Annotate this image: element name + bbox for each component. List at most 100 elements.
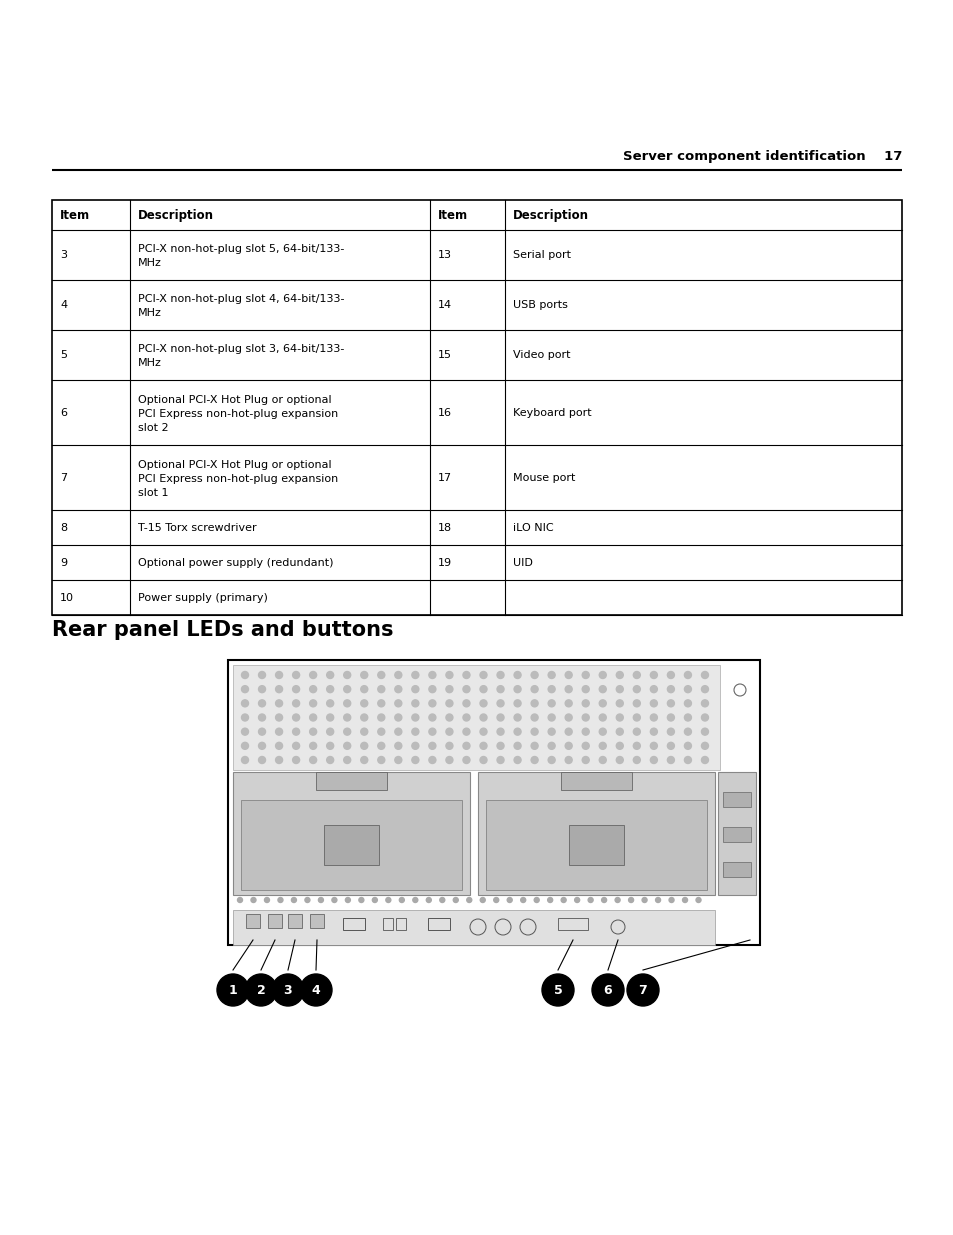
- Bar: [233, 772, 470, 895]
- Bar: [52, 200, 901, 615]
- Text: 4: 4: [312, 983, 320, 997]
- Text: iLO NIC: iLO NIC: [513, 522, 553, 532]
- Text: Optional PCI-X Hot Plug or optional: Optional PCI-X Hot Plug or optional: [138, 394, 332, 405]
- Circle shape: [310, 714, 316, 721]
- Circle shape: [462, 729, 470, 735]
- Circle shape: [439, 898, 444, 903]
- Circle shape: [668, 898, 674, 903]
- Circle shape: [360, 714, 367, 721]
- Circle shape: [681, 898, 687, 903]
- Circle shape: [650, 700, 657, 706]
- Circle shape: [241, 672, 248, 678]
- Circle shape: [531, 729, 537, 735]
- Circle shape: [395, 700, 401, 706]
- Circle shape: [598, 757, 605, 763]
- Text: USB ports: USB ports: [513, 300, 567, 310]
- Bar: [485, 800, 706, 890]
- Circle shape: [395, 685, 401, 693]
- Circle shape: [633, 757, 639, 763]
- Circle shape: [462, 700, 470, 706]
- Circle shape: [598, 714, 605, 721]
- Text: PCI-X non-hot-plug slot 3, 64-bit/133-: PCI-X non-hot-plug slot 3, 64-bit/133-: [138, 345, 344, 354]
- Circle shape: [377, 742, 384, 750]
- Circle shape: [514, 757, 520, 763]
- Circle shape: [343, 714, 351, 721]
- Circle shape: [650, 672, 657, 678]
- Circle shape: [318, 898, 323, 903]
- Circle shape: [275, 729, 282, 735]
- Circle shape: [429, 729, 436, 735]
- Circle shape: [426, 898, 431, 903]
- Circle shape: [531, 714, 537, 721]
- Circle shape: [564, 757, 572, 763]
- Text: Item: Item: [60, 209, 90, 221]
- Circle shape: [616, 685, 622, 693]
- Circle shape: [497, 672, 503, 678]
- Circle shape: [429, 742, 436, 750]
- Circle shape: [564, 672, 572, 678]
- Bar: [241, 800, 461, 890]
- Circle shape: [598, 685, 605, 693]
- Circle shape: [616, 714, 622, 721]
- Bar: [558, 918, 587, 930]
- Circle shape: [399, 898, 404, 903]
- Circle shape: [531, 757, 537, 763]
- Circle shape: [272, 974, 304, 1007]
- Circle shape: [655, 898, 659, 903]
- Circle shape: [497, 685, 503, 693]
- Circle shape: [310, 742, 316, 750]
- Circle shape: [360, 672, 367, 678]
- Circle shape: [310, 685, 316, 693]
- Circle shape: [574, 898, 579, 903]
- Circle shape: [241, 729, 248, 735]
- Circle shape: [531, 685, 537, 693]
- Circle shape: [293, 714, 299, 721]
- Circle shape: [650, 742, 657, 750]
- Circle shape: [479, 757, 486, 763]
- Text: Serial port: Serial port: [513, 249, 571, 261]
- Circle shape: [531, 742, 537, 750]
- Bar: [568, 825, 623, 866]
- Circle shape: [326, 757, 334, 763]
- Circle shape: [241, 757, 248, 763]
- Circle shape: [633, 714, 639, 721]
- Circle shape: [598, 672, 605, 678]
- Circle shape: [258, 714, 265, 721]
- Circle shape: [395, 757, 401, 763]
- Text: slot 1: slot 1: [138, 488, 169, 498]
- Text: 7: 7: [60, 473, 67, 483]
- Text: 14: 14: [437, 300, 452, 310]
- Bar: [477, 772, 714, 895]
- Circle shape: [696, 898, 700, 903]
- Circle shape: [258, 757, 265, 763]
- Circle shape: [592, 974, 623, 1007]
- Circle shape: [581, 714, 589, 721]
- Text: Description: Description: [513, 209, 588, 221]
- Circle shape: [479, 672, 486, 678]
- Circle shape: [548, 672, 555, 678]
- Circle shape: [445, 672, 453, 678]
- Circle shape: [445, 700, 453, 706]
- Circle shape: [293, 672, 299, 678]
- Circle shape: [633, 742, 639, 750]
- Text: PCI-X non-hot-plug slot 4, 64-bit/133-: PCI-X non-hot-plug slot 4, 64-bit/133-: [138, 294, 344, 304]
- Circle shape: [497, 729, 503, 735]
- Circle shape: [514, 700, 520, 706]
- Circle shape: [241, 700, 248, 706]
- Circle shape: [258, 685, 265, 693]
- Circle shape: [650, 757, 657, 763]
- Circle shape: [216, 974, 249, 1007]
- Circle shape: [237, 898, 242, 903]
- Circle shape: [377, 714, 384, 721]
- Circle shape: [385, 898, 391, 903]
- Circle shape: [587, 898, 593, 903]
- Circle shape: [531, 672, 537, 678]
- Circle shape: [310, 672, 316, 678]
- Circle shape: [548, 757, 555, 763]
- Circle shape: [445, 714, 453, 721]
- Text: 4: 4: [60, 300, 67, 310]
- Circle shape: [326, 714, 334, 721]
- Circle shape: [429, 757, 436, 763]
- Text: slot 2: slot 2: [138, 422, 169, 432]
- Circle shape: [429, 714, 436, 721]
